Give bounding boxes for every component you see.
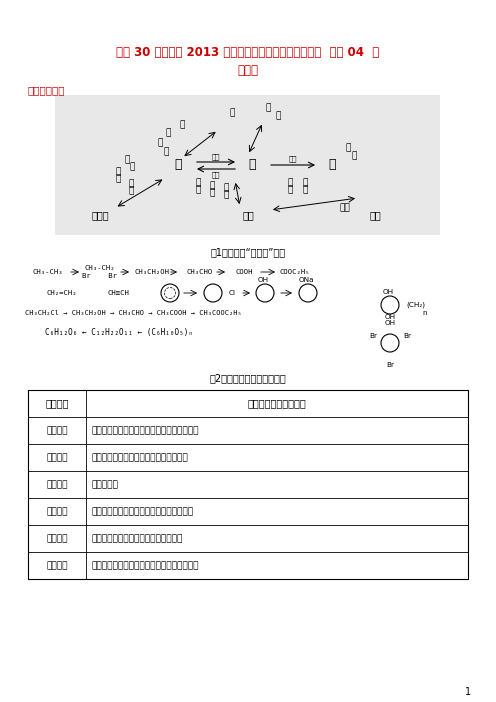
Text: 取代反应: 取代反应 bbox=[46, 426, 68, 435]
Text: COOH: COOH bbox=[235, 269, 253, 275]
Text: 解: 解 bbox=[163, 147, 169, 157]
Text: 消: 消 bbox=[128, 180, 134, 189]
Text: 炔烃: 炔烃 bbox=[369, 210, 381, 220]
Text: 化: 化 bbox=[351, 152, 357, 161]
Text: 饱和烃、苯和苯的同系物、醇、苯酚、卦代烃: 饱和烃、苯和苯的同系物、醇、苯酚、卦代烃 bbox=[92, 426, 199, 435]
Text: OH: OH bbox=[382, 289, 393, 295]
Text: C₆H₁₂O₆ ← C₁₂H₂₂O₁₁ ← (C₆H₁₀O₅)ₙ: C₆H₁₂O₆ ← C₁₂H₂₂O₁₁ ← (C₆H₁₀O₅)ₙ bbox=[45, 329, 193, 338]
Text: CH₃CH₂OH: CH₃CH₂OH bbox=[134, 269, 170, 275]
Text: 图2有机物代表物的衍变关系: 图2有机物代表物的衍变关系 bbox=[210, 373, 286, 383]
Text: 酯化反应: 酯化反应 bbox=[46, 507, 68, 516]
Text: 不饱和烃、苯和苯的同系物、醉、葡萄糖: 不饱和烃、苯和苯的同系物、醉、葡萄糖 bbox=[92, 453, 189, 462]
Text: 水解反应: 水解反应 bbox=[46, 534, 68, 543]
Text: 醇、卦代烃: 醇、卦代烃 bbox=[92, 480, 119, 489]
Text: OH: OH bbox=[257, 277, 268, 283]
Text: 涉及的主要有机物类别: 涉及的主要有机物类别 bbox=[248, 399, 307, 409]
Text: 化: 化 bbox=[303, 185, 308, 194]
Text: 卤代烃: 卤代烃 bbox=[91, 210, 109, 220]
Text: 成: 成 bbox=[223, 190, 229, 199]
Text: 醇: 醇 bbox=[174, 159, 182, 171]
Text: 加: 加 bbox=[223, 183, 229, 192]
Text: CH₃CHO: CH₃CHO bbox=[187, 269, 213, 275]
Text: (CH₂): (CH₂) bbox=[406, 302, 425, 308]
Text: 结构网络图解: 结构网络图解 bbox=[28, 85, 65, 95]
Text: 水: 水 bbox=[157, 138, 163, 147]
Text: 不饱和烃、烃基苯、醇、醉、甲酸酯、葡萄糖: 不饱和烃、烃基苯、醇、醉、甲酸酯、葡萄糖 bbox=[92, 561, 199, 570]
Text: Cl: Cl bbox=[229, 290, 236, 296]
Text: 去: 去 bbox=[195, 185, 201, 194]
Text: 原: 原 bbox=[209, 189, 215, 197]
Text: CH₂=CH₂: CH₂=CH₂ bbox=[47, 290, 77, 296]
Text: Br: Br bbox=[369, 333, 377, 339]
Text: 取: 取 bbox=[124, 156, 129, 164]
Text: CH≡CH: CH≡CH bbox=[107, 290, 129, 296]
Text: 水: 水 bbox=[115, 168, 121, 176]
Text: 反应类型: 反应类型 bbox=[45, 399, 69, 409]
Text: 机化学: 机化学 bbox=[238, 63, 258, 77]
Text: 原: 原 bbox=[287, 185, 293, 194]
Text: 醛: 醛 bbox=[248, 159, 256, 171]
Text: CH₃-CH₂
Br    Br: CH₃-CH₂ Br Br bbox=[82, 265, 118, 279]
Text: OH: OH bbox=[384, 314, 396, 320]
Text: 考前 30 天之备战 2013 高考化学冲刺押题系列第四部分  专题 04  有: 考前 30 天之备战 2013 高考化学冲刺押题系列第四部分 专题 04 有 bbox=[117, 46, 379, 58]
Text: 1: 1 bbox=[465, 687, 471, 697]
Text: 图1有机物的“金三角”地带: 图1有机物的“金三角”地带 bbox=[210, 247, 286, 257]
Text: 解: 解 bbox=[275, 112, 281, 121]
Text: 水: 水 bbox=[265, 103, 271, 112]
Text: 氧: 氧 bbox=[345, 143, 351, 152]
Text: 酸: 酸 bbox=[328, 159, 336, 171]
Text: CH₃-CH₃: CH₃-CH₃ bbox=[33, 269, 63, 275]
Text: 解: 解 bbox=[115, 175, 121, 183]
Text: 酯: 酯 bbox=[180, 121, 185, 129]
Text: COOC₂H₅: COOC₂H₅ bbox=[280, 269, 310, 275]
Text: OH: OH bbox=[384, 320, 396, 326]
Text: 烯烃: 烯烃 bbox=[242, 210, 254, 220]
Text: 还原: 还原 bbox=[212, 172, 220, 178]
Text: 还: 还 bbox=[209, 182, 215, 190]
Text: 氧化: 氧化 bbox=[212, 154, 220, 160]
Text: 氧: 氧 bbox=[303, 178, 308, 187]
Text: n: n bbox=[423, 310, 427, 316]
Text: 化: 化 bbox=[165, 128, 171, 138]
Text: 卦代烃、羲酸酯、二糖、多糖、蛋白质: 卦代烃、羲酸酯、二糖、多糖、蛋白质 bbox=[92, 534, 184, 543]
Text: 加成: 加成 bbox=[340, 204, 350, 213]
Text: 消: 消 bbox=[195, 178, 201, 187]
Bar bbox=[28, 390, 468, 579]
Text: 氧化反应: 氧化反应 bbox=[46, 561, 68, 570]
Text: 氧化: 氧化 bbox=[289, 156, 297, 162]
Text: 消去反应: 消去反应 bbox=[46, 480, 68, 489]
Bar bbox=[55, 95, 440, 235]
Text: ONa: ONa bbox=[298, 277, 314, 283]
Text: 去: 去 bbox=[128, 187, 134, 195]
Text: 酯: 酯 bbox=[229, 109, 235, 117]
Text: CH₃CH₂Cl → CH₃CH₂OH → CH₃CHO → CH₃COOH → CH₃COOC₂H₅: CH₃CH₂Cl → CH₃CH₂OH → CH₃CHO → CH₃COOH →… bbox=[25, 310, 242, 316]
Text: Br: Br bbox=[386, 362, 394, 368]
Text: 还: 还 bbox=[287, 178, 293, 187]
Text: 醇、羲酸、糖类（葡萄糖、淠粉、纤维素）: 醇、羲酸、糖类（葡萄糖、淠粉、纤维素） bbox=[92, 507, 194, 516]
Text: 代: 代 bbox=[129, 162, 135, 171]
Text: 加成反应: 加成反应 bbox=[46, 453, 68, 462]
Text: Br: Br bbox=[403, 333, 411, 339]
